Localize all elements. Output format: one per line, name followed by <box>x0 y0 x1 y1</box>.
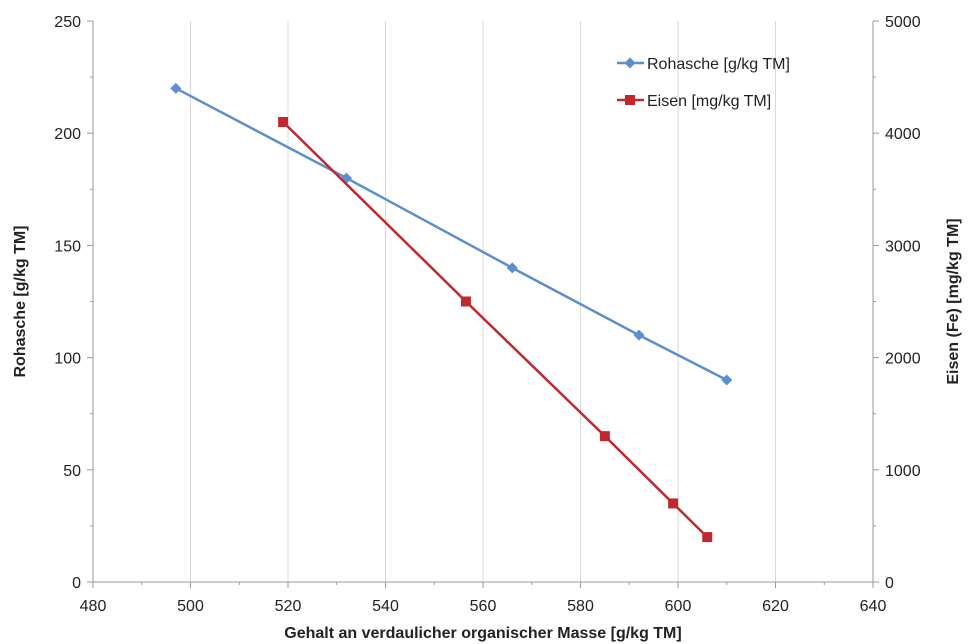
y-tick-label-50: 50 <box>63 463 81 480</box>
series-line-1 <box>282 121 709 539</box>
x-tick-label-560: 560 <box>470 598 497 615</box>
x-tick-label-580: 580 <box>567 598 594 615</box>
y2-tick-label-2000: 2000 <box>885 351 921 368</box>
x-tick-label-480: 480 <box>80 598 107 615</box>
data-point <box>278 116 289 127</box>
y-tick-label-200: 200 <box>54 126 81 143</box>
y-tick-label-0: 0 <box>72 575 81 592</box>
x-tick-label-640: 640 <box>860 598 887 615</box>
legend-label-eisen: Eisen [mg/kg TM] <box>647 93 771 110</box>
legend-marker-diamond <box>624 57 636 69</box>
y2-tick-label-4000: 4000 <box>885 126 921 143</box>
x-tick-label-540: 540 <box>372 598 399 615</box>
y2-tick-label-0: 0 <box>885 575 894 592</box>
x-tick-label-600: 600 <box>665 598 692 615</box>
y2-tick-labels: 0 1000 2000 3000 4000 5000 <box>873 14 921 592</box>
y2-tick-label-5000: 5000 <box>885 14 921 31</box>
legend-marker-square <box>625 95 635 105</box>
y2-tick-label-3000: 3000 <box>885 238 921 255</box>
x-tick-label-500: 500 <box>177 598 204 615</box>
data-point <box>702 532 713 543</box>
y-axis-title: Rohasche [g/kg TM] <box>12 225 29 377</box>
y-tick-labels: 0 50 100 150 200 250 <box>54 14 93 592</box>
data-point <box>668 498 679 509</box>
x-axis-title: Gehalt an verdaulicher organischer Masse… <box>284 625 681 642</box>
legend: Rohasche [g/kg TM] Eisen [mg/kg TM] <box>617 56 790 110</box>
data-point <box>599 431 610 442</box>
y-tick-label-250: 250 <box>54 14 81 31</box>
legend-label-rohasche: Rohasche [g/kg TM] <box>647 56 790 73</box>
y2-axis-title: Eisen (Fe) [mg/kg TM] <box>945 218 962 384</box>
y-tick-label-150: 150 <box>54 238 81 255</box>
data-point <box>170 82 182 94</box>
legend-item-eisen: Eisen [mg/kg TM] <box>617 93 771 110</box>
x-tick-labels: 480 500 520 540 560 580 600 620 640 <box>80 582 887 615</box>
series <box>170 82 733 543</box>
x-tick-label-520: 520 <box>275 598 302 615</box>
y2-tick-label-1000: 1000 <box>885 463 921 480</box>
x-tick-label-620: 620 <box>762 598 789 615</box>
legend-item-rohasche: Rohasche [g/kg TM] <box>617 56 790 73</box>
grid <box>190 21 776 582</box>
y-tick-label-100: 100 <box>54 351 81 368</box>
data-point <box>460 296 471 307</box>
series-line-0 <box>175 87 728 382</box>
data-point <box>506 262 518 274</box>
data-point <box>721 374 733 386</box>
data-point <box>633 329 645 341</box>
